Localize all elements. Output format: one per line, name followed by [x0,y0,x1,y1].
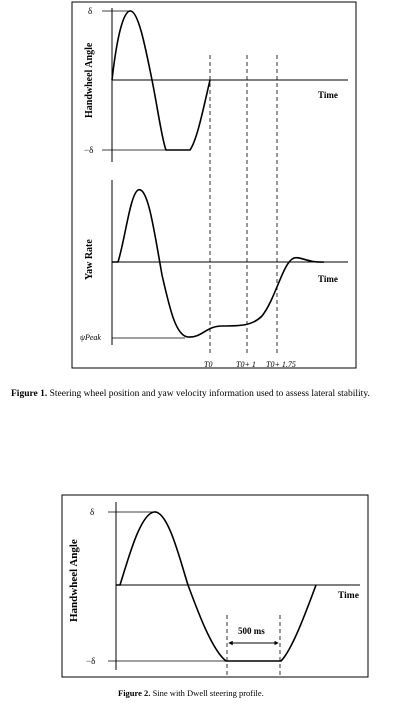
figure-1-caption: Figure 1. Steering wheel position and ya… [11,388,370,400]
marker-label-t0: T0 [204,360,212,369]
dwell-duration-label: 500 ms [238,626,265,636]
fig2-tick-neg-delta: −δ [86,656,95,666]
figure-2-caption: Figure 2. Sine with Dwell steering profi… [118,687,264,699]
figure-2: 500 ms δ −δ Time Handwheel Angle [61,494,369,678]
handwheel-x-label: Time [318,90,338,100]
figure-2-caption-label: Figure 2. [118,688,151,698]
fig2-y-label: Handwheel Angle [68,539,80,622]
handwheel-tick-delta: δ [88,6,92,16]
figure-1-caption-label: Figure 1. [11,389,48,399]
figure-1-yaw-panel: Time Yaw Rate ψ̇Peak T0 T0+ 1 T0+ 1.75 [80,55,348,369]
fig2-tick-delta: δ [90,507,94,517]
marker-label-t0-plus-1: T0+ 1 [236,360,256,369]
figure-1-frame [71,1,357,369]
handwheel-tick-neg-delta: −δ [84,145,93,155]
yaw-y-label: Yaw Rate [84,239,95,280]
handwheel-y-label: Handwheel Angle [84,42,95,118]
yaw-tick-peak: ψ̇Peak [80,333,101,342]
figure-1-handwheel-panel: δ −δ Time Handwheel Angle [84,6,348,162]
figure-1: δ −δ Time Handwheel Angle Time Yaw Rate … [71,1,357,369]
figure-2-frame [61,494,369,678]
yaw-x-label: Time [318,274,338,284]
handwheel-curve [111,10,211,151]
marker-label-t0-plus-175: T0+ 1.75 [266,360,296,369]
fig2-x-label: Time [338,591,359,601]
yaw-rate-curve [112,189,325,338]
fig2-sine-dwell-curve [116,511,317,662]
figure-1-caption-text: Steering wheel position and yaw velocity… [49,389,370,399]
figure-2-caption-text: Sine with Dwell steering profile. [152,688,264,698]
